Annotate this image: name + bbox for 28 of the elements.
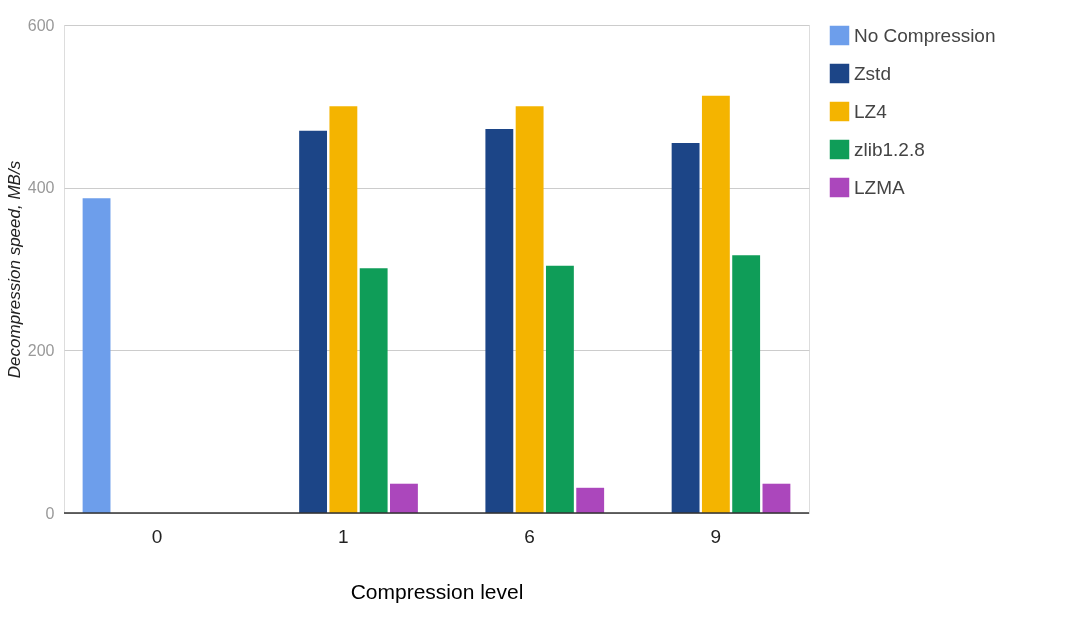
bar (762, 483, 791, 513)
bar (732, 255, 761, 513)
legend-label: LZMA (854, 176, 905, 198)
bar (390, 483, 418, 513)
y-tick-label: 400 (27, 179, 55, 197)
x-tick-label: 1 (338, 525, 349, 547)
bar (671, 142, 700, 513)
legend-label: Zstd (854, 62, 891, 84)
y-tick-label: 200 (27, 341, 55, 359)
bar (545, 265, 574, 513)
bar (701, 95, 730, 513)
bar (299, 130, 328, 513)
y-tick-label: 0 (45, 504, 55, 522)
bar (82, 198, 111, 513)
bar (359, 268, 388, 513)
x-axis-title: Compression level (350, 579, 524, 603)
y-tick-label: 600 (27, 16, 55, 34)
bar (329, 106, 358, 513)
bar (576, 487, 605, 513)
y-axis-title: Decompression speed, MB/s (4, 160, 24, 379)
x-tick-label: 0 (151, 525, 163, 547)
legend-label: zlib1.2.8 (854, 138, 925, 160)
legend-label: No Compression (854, 24, 996, 46)
x-tick-label: 6 (524, 525, 535, 547)
x-tick-label: 9 (710, 525, 722, 547)
legend-label: LZ4 (854, 100, 888, 122)
bar (515, 106, 544, 513)
bar (485, 129, 514, 513)
